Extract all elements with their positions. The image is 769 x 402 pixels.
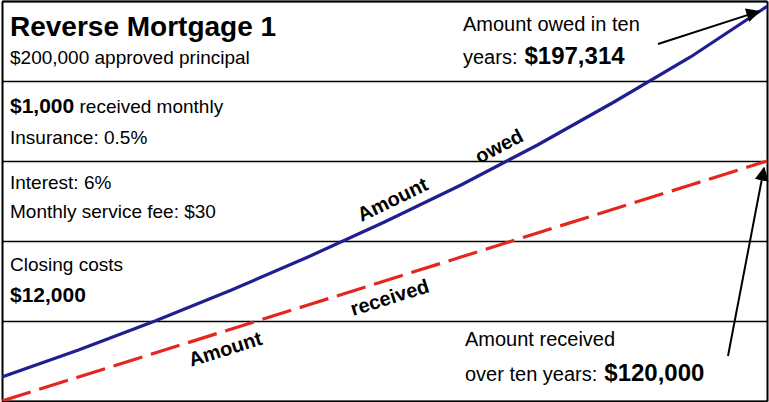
y-axis-line [2,2,4,402]
note-text: Monthly service fee: $30 [10,201,216,222]
chart: Amount owed Amount received Reverse Mortgage… [0,0,769,402]
annotation: years: $197,314 [463,42,625,69]
y-tick [2,321,767,322]
series-line [2,6,767,377]
annotation-text: over ten years: [465,363,597,385]
data-label: $197,314 [524,42,625,69]
series-name-label: received [348,275,432,320]
x-axis [3,401,768,402]
annotation: Amount owed in ten [463,13,640,35]
note-strong: $1,000 [10,94,74,117]
series-name-label: owed [471,124,526,167]
frame-line [3,1,768,3]
note: Monthly service fee: $30 [10,201,216,222]
frame-top [3,1,768,2]
data-label: $120,000 [604,359,704,386]
note: $12,000 [10,283,86,306]
background [0,0,769,402]
note: Insurance: 0.5% [10,127,147,148]
series-line [2,161,767,401]
y-tick [2,401,767,402]
y-tick [2,161,767,162]
x-axis-line [3,401,768,402]
annotation: Amount received [465,328,615,350]
grid-line [2,401,767,402]
annotation-text: years: [463,46,517,68]
annotation-arrow [658,11,759,44]
grid-line [2,241,767,243]
grid-line [2,161,767,163]
title: Reverse Mortgage 1 [10,11,276,42]
series-name-label: Amount [354,173,432,226]
note: Closing costs [10,254,123,275]
note-strong: $12,000 [10,283,86,306]
note-text: Interest: 6% [10,172,111,193]
note-text: received monthly [74,96,223,117]
plot-area [2,6,767,401]
note: $1,000 received monthly [10,94,224,117]
annotation-text: Amount owed in ten [463,13,640,35]
annotation: over ten years: $120,000 [465,359,704,386]
annotation-arrow [728,168,764,356]
note-text: Closing costs [10,254,123,275]
series-name-label: Amount [186,327,265,371]
subtitle: $200,000 approved principal [10,47,250,68]
grid-line [2,1,767,3]
y-tick [2,1,767,2]
note: Interest: 6% [10,172,111,193]
grid-line [2,321,767,323]
annotation-text: Amount received [465,328,615,350]
y-axis [2,2,767,402]
y-tick [2,241,767,242]
frame-right [767,2,768,402]
frame-line [767,2,769,402]
note-text: Insurance: 0.5% [10,127,147,148]
